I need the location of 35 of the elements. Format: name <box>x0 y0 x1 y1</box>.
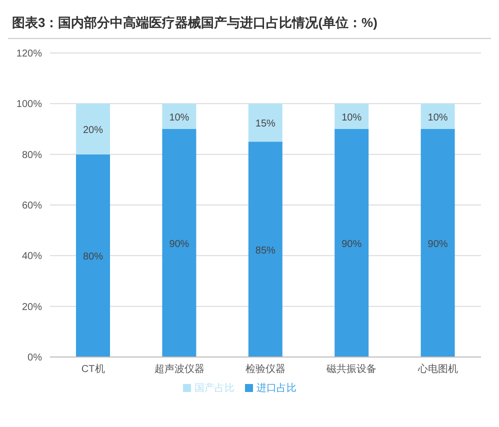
x-tick-label: 心电图机 <box>416 363 458 376</box>
y-tick-label: 120% <box>16 48 42 60</box>
bar <box>162 129 196 357</box>
y-tick-label: 20% <box>22 302 42 313</box>
bar <box>76 104 110 154</box>
data-label: 10% <box>428 112 448 124</box>
legend-label: 国产占比 <box>194 383 234 394</box>
bar <box>334 104 369 129</box>
bar <box>420 104 455 129</box>
x-tick-label: 磁共振设备 <box>326 363 377 376</box>
bar <box>248 104 282 142</box>
data-label: 10% <box>342 112 362 124</box>
data-label: 15% <box>255 118 276 130</box>
bar <box>248 142 282 357</box>
y-tick-label: 0% <box>28 352 42 364</box>
bar <box>76 154 110 357</box>
bar <box>420 129 455 357</box>
chart-title: 图表3：国内部分中高端医疗器械国产与进口占比情况(单位：%) <box>8 8 491 39</box>
x-tick-label: CT机 <box>81 363 105 376</box>
data-label: 85% <box>255 245 276 256</box>
y-tick-label: 100% <box>16 99 42 110</box>
data-label: 80% <box>82 252 104 263</box>
data-label: 90% <box>169 239 190 250</box>
y-tick-label: 60% <box>22 200 42 212</box>
bar <box>162 104 196 129</box>
data-label: 20% <box>82 125 104 136</box>
bar <box>334 129 369 357</box>
data-label: 90% <box>342 239 362 250</box>
x-tick-label: 超声波仪器 <box>154 363 204 376</box>
legend-label: 进口占比 <box>256 383 296 394</box>
data-label: 10% <box>169 112 190 124</box>
x-tick-label: 检验仪器 <box>246 363 286 376</box>
y-tick-label: 80% <box>22 150 42 161</box>
data-label: 90% <box>428 239 448 250</box>
y-tick-label: 40% <box>22 251 42 262</box>
